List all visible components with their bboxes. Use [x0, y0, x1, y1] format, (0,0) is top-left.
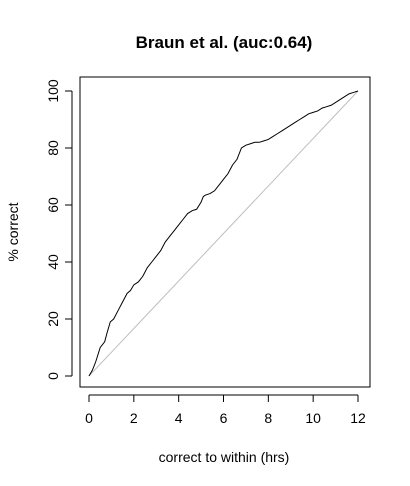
x-tick-label: 2	[130, 410, 138, 426]
x-axis: 0 2 4 6 8 10 12	[85, 394, 366, 426]
x-tick-label: 8	[264, 410, 272, 426]
y-tick-label: 20	[45, 311, 61, 327]
x-tick-label: 4	[175, 410, 183, 426]
y-axis-label: % correct	[5, 202, 21, 261]
plot-area	[79, 76, 371, 388]
plot-frame	[79, 76, 371, 388]
x-tick-label: 10	[305, 410, 321, 426]
y-tick-label: 40	[45, 254, 61, 270]
y-axis: 0 20 40 60 80 100	[45, 79, 73, 380]
x-tick-label: 12	[350, 410, 366, 426]
y-tick-label: 0	[45, 372, 61, 380]
y-tick-label: 80	[45, 140, 61, 156]
x-tick-label: 0	[85, 410, 93, 426]
x-tick-label: 6	[220, 410, 228, 426]
reference-diagonal	[88, 90, 359, 377]
y-tick-label: 100	[45, 79, 61, 103]
x-axis-label: correct to within (hrs)	[159, 449, 290, 465]
chart-title: Braun et al. (auc:0.64)	[136, 33, 313, 52]
accuracy-curve	[88, 90, 359, 377]
y-tick-label: 60	[45, 197, 61, 213]
